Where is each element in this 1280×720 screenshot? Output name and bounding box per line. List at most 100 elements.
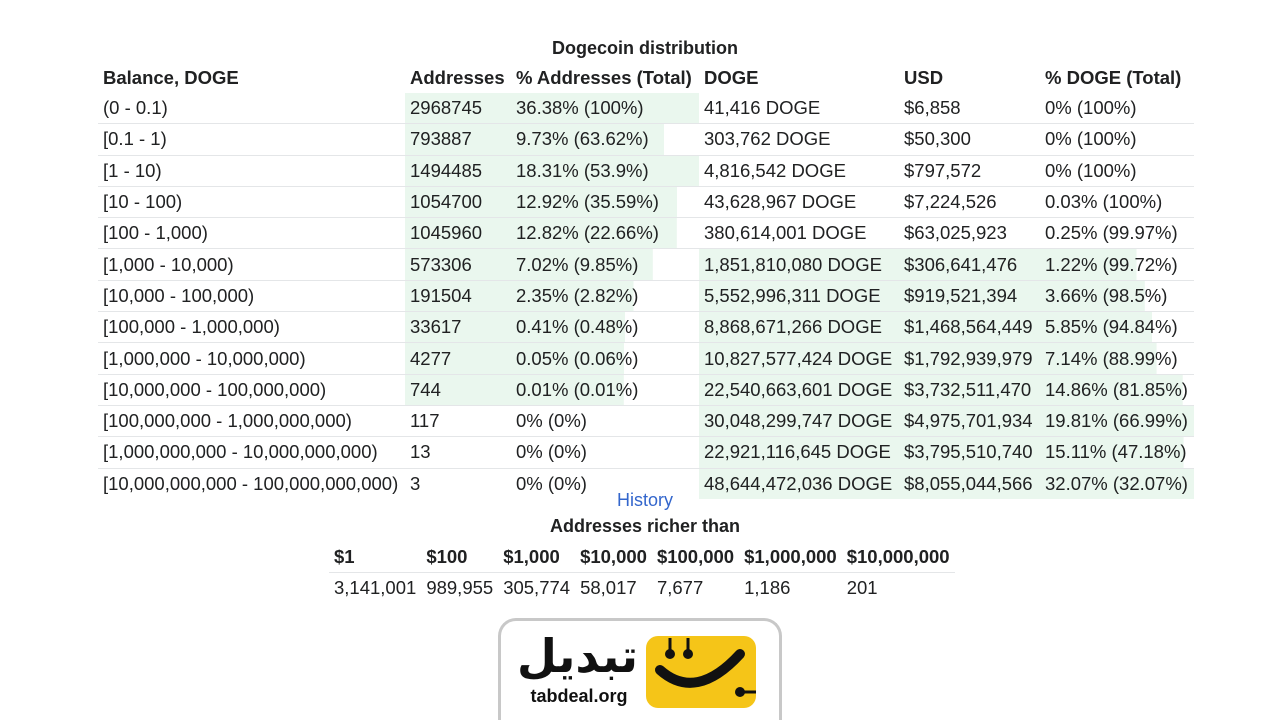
table-row: [100 - 1,000) 1045960 12.82% (22.66%) 380,6… xyxy=(98,217,1194,249)
cell-pct-addresses: 2.35% (2.82%) xyxy=(511,279,699,312)
distribution-caption: Dogecoin distribution xyxy=(552,38,738,58)
cell-addresses: 573306 xyxy=(405,248,511,281)
cell-doge: 4,816,542 DOGE xyxy=(699,154,899,187)
richer-header-10000: $10,000 xyxy=(580,545,647,567)
richer-caption: Addresses richer than xyxy=(549,516,741,536)
cell-balance: [1 - 10) xyxy=(98,154,405,187)
cell-doge: 1,851,810,080 DOGE xyxy=(699,248,899,281)
cell-addresses: 117 xyxy=(405,404,511,437)
cell-doge: 30,048,299,747 DOGE xyxy=(699,404,899,437)
cell-addresses: 1494485 xyxy=(405,154,511,187)
header-addresses: Addresses xyxy=(410,66,505,88)
cell-balance: [1,000,000 - 10,000,000) xyxy=(98,342,405,375)
richer-header-row: $1 $100 $1,000 $10,000 $100,000 $1,000,0… xyxy=(329,541,955,573)
cell-balance: [1,000,000,000 - 10,000,000,000) xyxy=(98,436,405,469)
cell-balance: [10,000 - 100,000) xyxy=(98,279,405,312)
cell-addresses: 13 xyxy=(405,436,511,469)
cell-addresses: 793887 xyxy=(405,123,511,156)
logo-wordmark: تبدیل xyxy=(517,629,638,683)
cell-addresses: 1045960 xyxy=(405,217,511,249)
cell-pct-doge: 19.81% (66.99%) xyxy=(1040,404,1194,437)
cell-pct-addresses: 9.73% (63.62%) xyxy=(511,123,699,156)
cell-addresses: 33617 xyxy=(405,311,511,343)
cell-pct-addresses: 12.92% (35.59%) xyxy=(511,185,699,218)
richer-header-100000: $100,000 xyxy=(656,545,735,567)
cell-pct-addresses: 0.05% (0.06%) xyxy=(511,342,699,375)
cell-pct-doge: 3.66% (98.5%) xyxy=(1040,279,1194,312)
table-row: [1,000 - 10,000) 573306 7.02% (9.85%) 1,851… xyxy=(98,248,1194,281)
richer-value-1000: 305,774 xyxy=(498,572,576,603)
cell-doge: 380,614,001 DOGE xyxy=(699,217,899,249)
cell-addresses: 1054700 xyxy=(405,185,511,218)
cell-balance: [100,000,000 - 1,000,000,000) xyxy=(98,404,405,437)
table-row: [1,000,000 - 10,000,000) 4277 0.05% (0.06%… xyxy=(98,342,1194,375)
cell-doge: 22,921,116,645 DOGE xyxy=(699,436,899,469)
cell-doge: 8,868,671,266 DOGE xyxy=(699,311,899,343)
richer-values-row: 3,141,001 989,955 305,774 58,017 7,677 1… xyxy=(329,572,955,603)
history-link[interactable]: History xyxy=(616,490,673,510)
cell-usd: $3,795,510,740 xyxy=(899,436,1040,469)
cell-pct-doge: 14.86% (81.85%) xyxy=(1040,373,1194,406)
cell-addresses: 191504 xyxy=(405,279,511,312)
cell-doge: 10,827,577,424 DOGE xyxy=(699,342,899,375)
cell-pct-doge: 0% (100%) xyxy=(1040,93,1194,124)
richer-header-10000000: $10,000,000 xyxy=(846,545,950,567)
distribution-body: (0 - 0.1) 2968745 36.38% (100%) 41,416 DOGE… xyxy=(98,93,1194,499)
cell-pct-doge: 15.11% (47.18%) xyxy=(1040,436,1194,469)
logo-smile xyxy=(655,649,745,688)
cell-balance: [0.1 - 1) xyxy=(98,123,405,156)
cell-pct-addresses: 36.38% (100%) xyxy=(511,93,699,124)
tabdeal-logo-icon xyxy=(646,636,756,708)
cell-pct-doge: 0.25% (99.97%) xyxy=(1040,217,1194,249)
richer-header-1: $1 xyxy=(334,545,355,567)
cell-balance: (0 - 0.1) xyxy=(103,97,168,119)
cell-usd: $1,468,564,449 xyxy=(899,311,1040,343)
richer-value-10000: 58,017 xyxy=(575,572,652,603)
cell-doge: 48,644,472,036 DOGE xyxy=(699,467,899,499)
cell-addresses: 3 xyxy=(405,467,511,499)
cell-usd: $4,975,701,934 xyxy=(899,404,1040,437)
richer-header-100: $100 xyxy=(426,545,468,567)
cell-pct-addresses: 0.01% (0.01%) xyxy=(511,373,699,406)
cell-balance: [10,000,000,000 - 100,000,000,000) xyxy=(98,467,405,499)
cell-doge: 22,540,663,601 DOGE xyxy=(699,373,899,406)
table-row: (0 - 0.1) 2968745 36.38% (100%) 41,416 DOGE… xyxy=(98,93,1194,124)
distribution-header-row: Balance, DOGE Addresses % Addresses (Tot… xyxy=(98,62,1194,93)
header-pct-addresses: % Addresses (Total) xyxy=(516,66,692,88)
header-doge: DOGE xyxy=(704,66,759,88)
richer-header-1000000: $1,000,000 xyxy=(744,545,837,567)
richer-table: $1 $100 $1,000 $10,000 $100,000 $1,000,0… xyxy=(329,541,955,603)
cell-usd: $50,300 xyxy=(899,123,1040,156)
cell-pct-doge: 0% (100%) xyxy=(1040,123,1194,156)
cell-pct-addresses: 12.82% (22.66%) xyxy=(511,217,699,249)
richer-value-1: 3,141,001 xyxy=(329,572,422,603)
cell-addresses: 744 xyxy=(405,373,511,406)
cell-doge: 41,416 DOGE xyxy=(699,93,899,124)
cell-balance: [10 - 100) xyxy=(98,185,405,218)
cell-usd: $919,521,394 xyxy=(899,279,1040,312)
cell-pct-doge: 0% (100%) xyxy=(1040,154,1194,187)
cell-usd: $797,572 xyxy=(899,154,1040,187)
table-row: [10,000,000,000 - 100,000,000,000) 3 0% (0… xyxy=(98,467,1194,499)
table-row: [10,000 - 100,000) 191504 2.35% (2.82%) 5,5… xyxy=(98,279,1194,312)
richer-value-100: 989,955 xyxy=(421,572,499,603)
cell-doge: 5,552,996,311 DOGE xyxy=(699,279,899,312)
cell-pct-addresses: 18.31% (53.9%) xyxy=(511,154,699,187)
cell-balance: [10,000,000 - 100,000,000) xyxy=(98,373,405,406)
cell-pct-addresses: 0% (0%) xyxy=(511,467,699,499)
cell-balance: [100 - 1,000) xyxy=(98,217,405,249)
cell-pct-doge: 7.14% (88.99%) xyxy=(1040,342,1194,375)
table-row: [1 - 10) 1494485 18.31% (53.9%) 4,816,542 D… xyxy=(98,154,1194,187)
header-usd: USD xyxy=(904,66,944,88)
cell-doge: 43,628,967 DOGE xyxy=(699,185,899,218)
cell-pct-addresses: 0.41% (0.48%) xyxy=(511,311,699,343)
distribution-table: Balance, DOGE Addresses % Addresses (Tot… xyxy=(98,62,1194,499)
table-row: [1,000,000,000 - 10,000,000,000) 13 0% (0%… xyxy=(98,436,1194,469)
cell-usd: $6,858 xyxy=(899,93,1040,124)
richer-value-1000000: 1,186 xyxy=(739,572,842,603)
cell-pct-doge: 5.85% (94.84%) xyxy=(1040,311,1194,343)
cell-usd: $7,224,526 xyxy=(899,185,1040,218)
cell-addresses: 4277 xyxy=(405,342,511,375)
cell-usd: $306,641,476 xyxy=(899,248,1040,281)
header-balance: Balance, DOGE xyxy=(103,66,239,88)
